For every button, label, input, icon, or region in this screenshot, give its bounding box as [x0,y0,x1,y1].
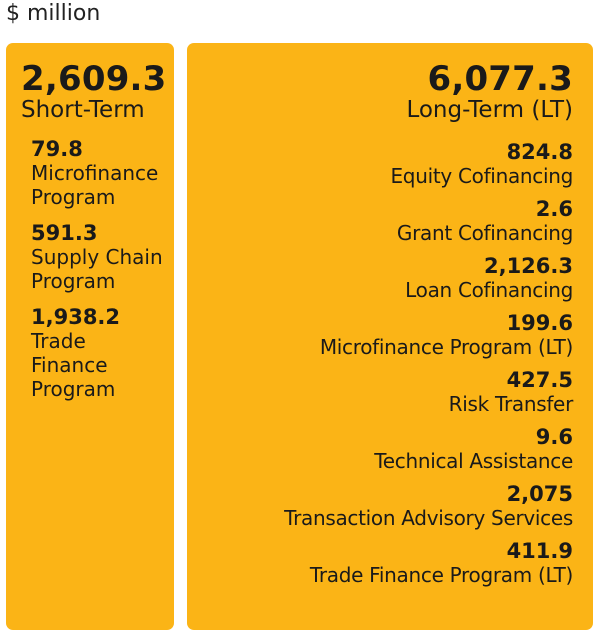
long-term-item: 427.5 Risk Transfer [187,368,574,416]
item-value: 199.6 [506,311,573,335]
item-value: 1,938.2 [31,305,121,329]
item-value: 9.6 [535,425,573,449]
item-label: Trade Finance Program [31,329,174,401]
item-label: Trade Finance Program (LT) [309,563,573,587]
long-term-item: 199.6 Microfinance Program (LT) [187,311,573,359]
item-label-line: Program [31,377,116,401]
long-term-item: 2.6 Grant Cofinancing [187,197,573,245]
item-label-line: Supply Chain [31,245,163,269]
item-value: 2,126.3 [483,254,573,278]
item-label: Grant Cofinancing [396,221,573,245]
long-term-item: 411.9 Trade Finance Program (LT) [187,539,573,587]
item-value: 2,075 [506,482,573,506]
long-term-item: 2,075 Transaction Advisory Services [187,482,573,530]
item-label-line: Finance [31,353,108,377]
item-label: Loan Cofinancing [405,278,573,302]
long-term-item: 9.6 Technical Assistance [187,425,573,473]
item-value: 824.8 [506,140,573,164]
item-label: Microfinance Program (LT) [319,335,573,359]
item-label-line: Program [31,269,116,293]
long-term-label: Long-Term (LT) [406,97,573,123]
item-label-line: Trade [31,329,86,353]
item-value: 427.5 [506,368,573,392]
item-label: Technical Assistance [374,449,573,473]
item-label: Transaction Advisory Services [284,506,573,530]
long-term-item: 824.8 Equity Cofinancing [187,140,573,188]
item-label-line: Program [31,185,116,209]
short-term-item: 1,938.2 Trade Finance Program [31,305,174,401]
item-value: 2.6 [535,197,573,221]
short-term-total: 2,609.3 [21,59,167,99]
unit-label: $ million [6,1,101,26]
item-label: Microfinance Program [31,161,174,209]
item-value: 411.9 [506,539,573,563]
long-term-item: 2,126.3 Loan Cofinancing [187,254,573,302]
short-term-item: 79.8 Microfinance Program [31,137,174,209]
item-label: Supply Chain Program [31,245,174,293]
short-term-item: 591.3 Supply Chain Program [31,221,174,293]
item-label: Risk Transfer [448,392,574,416]
short-term-panel: 2,609.3 Short-Term 79.8 Microfinance Pro… [6,43,174,630]
short-term-label: Short-Term [21,97,145,123]
item-value: 79.8 [31,137,83,161]
long-term-total: 6,077.3 [427,59,573,99]
item-label: Equity Cofinancing [390,164,573,188]
long-term-panel: 6,077.3 Long-Term (LT) 824.8 Equity Cofi… [187,43,593,630]
item-label-line: Microfinance [31,161,159,185]
item-value: 591.3 [31,221,98,245]
